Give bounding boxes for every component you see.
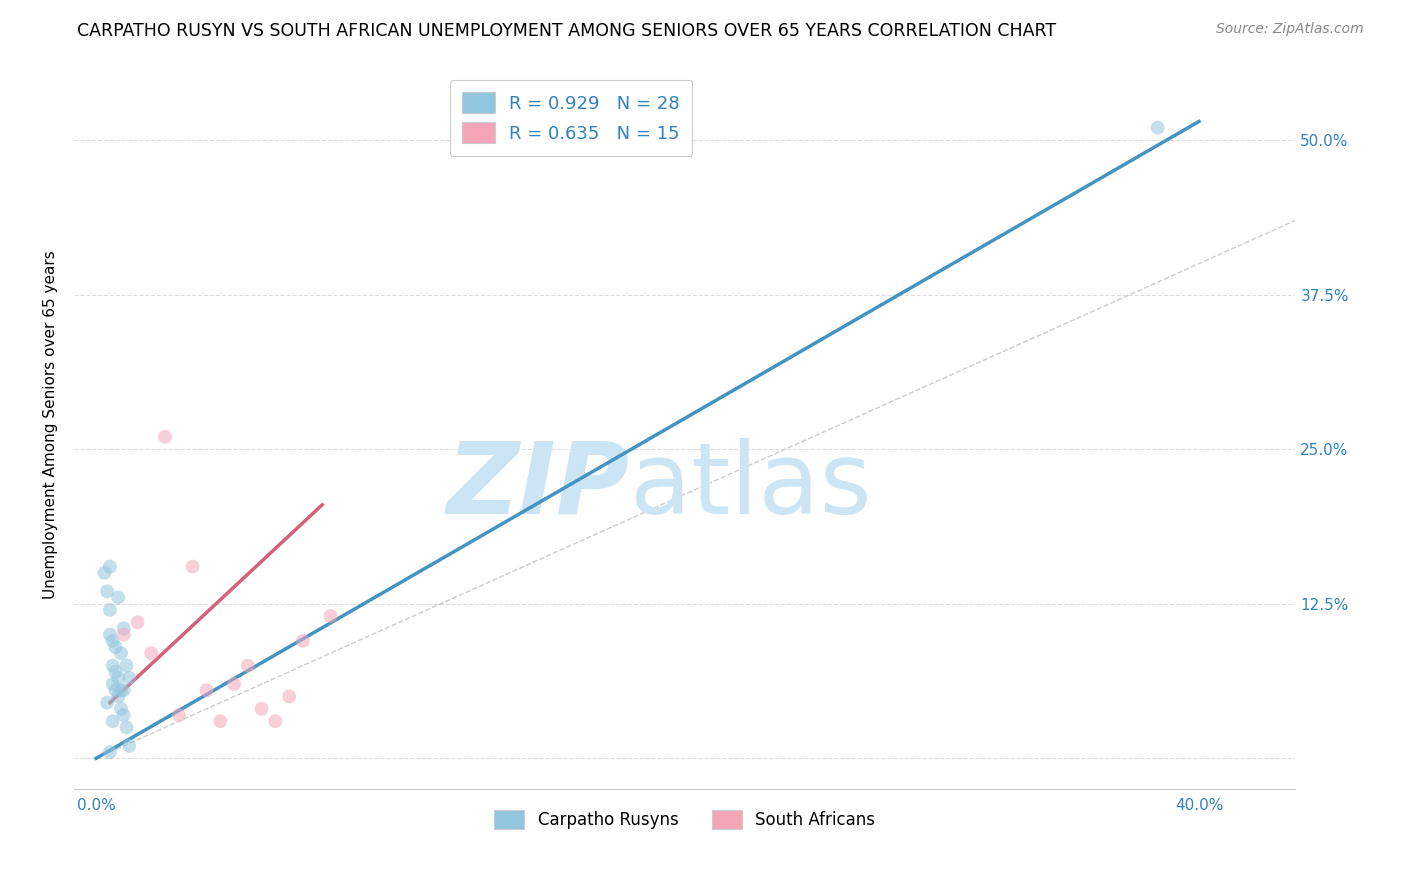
Point (181, 559, 204, 574)
Point (101, 714, 124, 729)
Point (112, 622, 135, 636)
Text: atlas: atlas (630, 438, 872, 535)
Point (115, 720, 138, 734)
Point (107, 690, 129, 704)
Point (110, 646, 132, 660)
Text: CARPATHO RUSYN VS SOUTH AFRICAN UNEMPLOYMENT AMONG SENIORS OVER 65 YEARS CORRELA: CARPATHO RUSYN VS SOUTH AFRICAN UNEMPLOY… (77, 22, 1056, 40)
Point (222, 677, 245, 691)
Point (112, 708, 135, 723)
Point (98, 627, 121, 641)
Y-axis label: Unemployment Among Seniors over 65 years: Unemployment Among Seniors over 65 years (44, 250, 58, 599)
Point (98, 559, 121, 574)
Point (115, 658, 138, 673)
Point (291, 633, 314, 648)
Point (118, 671, 141, 685)
Point (104, 665, 127, 679)
Point (236, 658, 259, 673)
Point (101, 633, 124, 648)
Point (101, 658, 124, 673)
Point (264, 714, 287, 729)
Point (96, 584, 118, 599)
Point (104, 683, 127, 698)
Point (112, 627, 135, 641)
Point (127, 615, 149, 630)
Point (195, 683, 218, 698)
Point (319, 609, 342, 624)
Point (107, 591, 129, 605)
Point (110, 702, 132, 716)
Point (1146, 120, 1168, 135)
Text: Source: ZipAtlas.com: Source: ZipAtlas.com (1216, 22, 1364, 37)
Point (107, 671, 129, 685)
Point (278, 690, 301, 704)
Point (110, 683, 132, 698)
Point (96, 696, 118, 710)
Point (118, 739, 141, 753)
Point (101, 677, 124, 691)
Text: ZIP: ZIP (447, 438, 630, 535)
Point (141, 646, 163, 660)
Point (98, 603, 121, 617)
Point (98, 745, 121, 759)
Point (167, 708, 190, 723)
Point (153, 430, 176, 444)
Point (112, 683, 135, 698)
Point (250, 702, 273, 716)
Point (93, 566, 115, 580)
Point (104, 640, 127, 654)
Point (209, 714, 232, 729)
Legend: Carpatho Rusyns, South Africans: Carpatho Rusyns, South Africans (488, 803, 882, 836)
